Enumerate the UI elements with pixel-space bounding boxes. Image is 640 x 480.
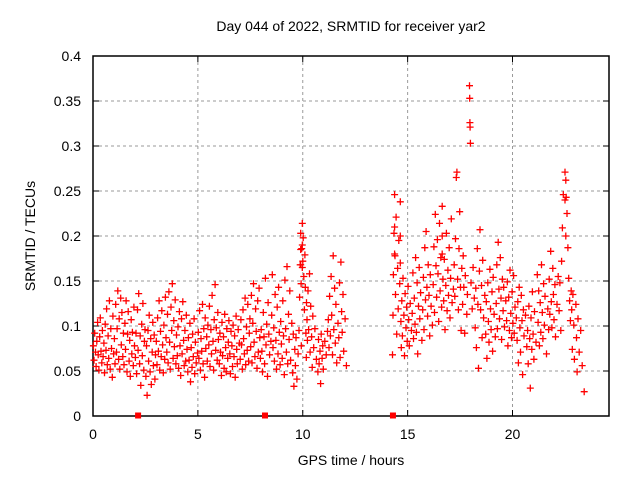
y-tick-label: 0 [73,408,81,424]
series-baseline-flags-marker [135,412,142,419]
x-tick-label: 0 [89,426,97,442]
y-axis-label: SRMTID / TECUs [22,180,38,292]
y-tick-label: 0.35 [54,93,81,109]
series-baseline-flags-marker [389,412,396,419]
y-tick-label: 0.3 [62,138,82,154]
axes [92,55,610,417]
y-tick-label: 0.25 [54,183,81,199]
y-tick-label: 0.1 [62,318,82,334]
x-tick-label: 5 [194,426,202,442]
tick-labels: 0 5 10 15 20 0 0.05 0.1 0.15 0.2 0.25 0.3 0.35 0.4 [54,48,521,442]
x-tick-label: 15 [400,426,416,442]
x-tick-label: 20 [505,426,521,442]
y-tick-label: 0.2 [62,228,82,244]
y-tick-label: 0.15 [54,273,81,289]
x-axis-label: GPS time / hours [297,452,405,468]
y-tick-label: 0.4 [62,48,82,64]
gridlines [93,56,609,416]
y-tick-label: 0.05 [54,363,81,379]
series-SRMTID [89,82,588,399]
series-baseline-flags-marker [262,412,268,419]
x-tick-label: 10 [295,426,311,442]
data-points [89,82,588,419]
chart-title: Day 044 of 2022, SRMTID for receiver yar… [216,18,486,34]
